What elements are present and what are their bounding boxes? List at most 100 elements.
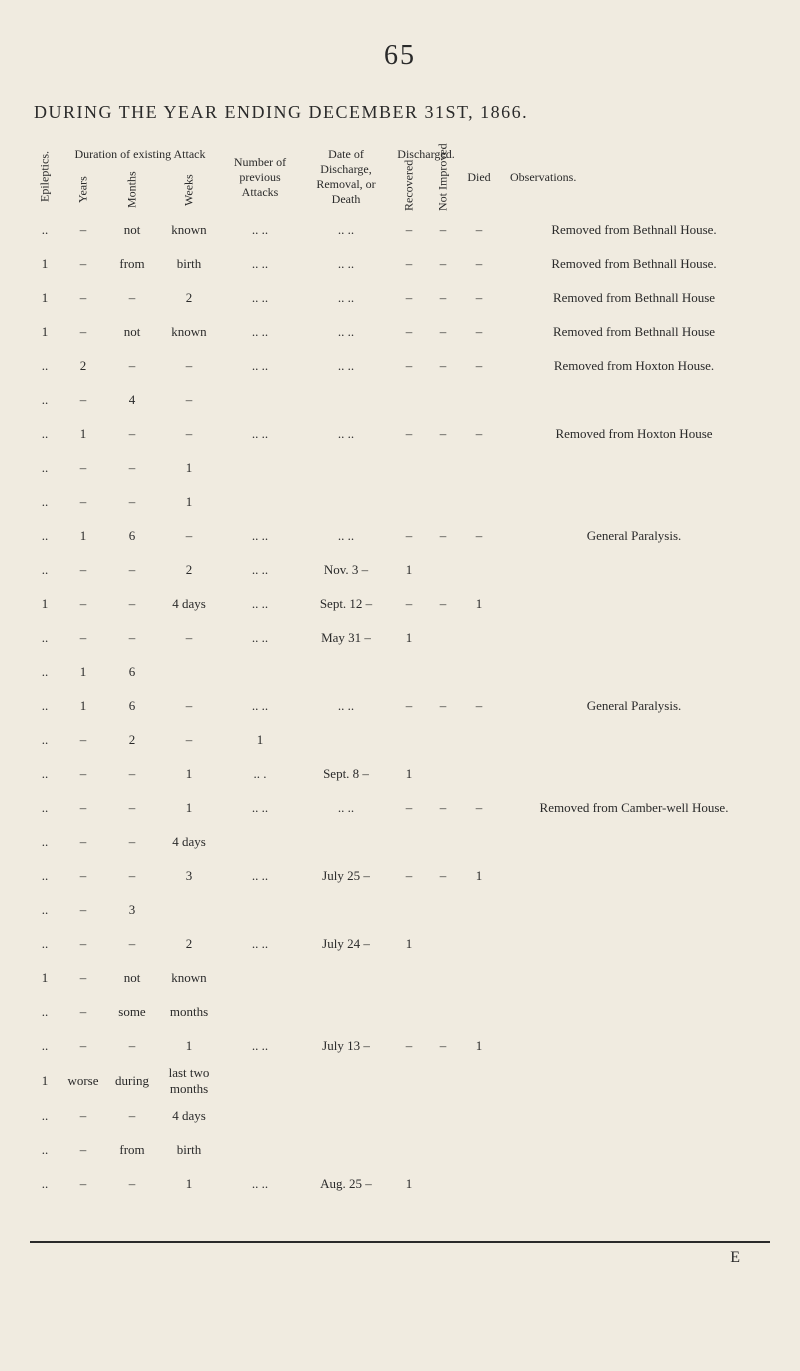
cell-observations <box>498 723 770 757</box>
cell-died: – <box>460 689 498 723</box>
cell-not-improved <box>426 485 460 519</box>
cell-years: – <box>60 621 106 655</box>
table-row: ..1––.. .... ..–––Removed from Hoxton Ho… <box>30 417 770 451</box>
cell-months: 6 <box>106 689 158 723</box>
cell-months: – <box>106 281 158 315</box>
table-row: ..16–.. .... ..–––General Paralysis. <box>30 689 770 723</box>
cell-not-improved: – <box>426 281 460 315</box>
cell-recovered: 1 <box>392 1167 426 1201</box>
table-row: ..––1 <box>30 485 770 519</box>
cell-months: – <box>106 349 158 383</box>
col-date-of: Date of Discharge, Removal, or Death <box>300 141 392 213</box>
cell-not-improved <box>426 383 460 417</box>
table-row: ..––1.. ..July 13 –––1 <box>30 1029 770 1063</box>
col-weeks: Weeks <box>158 167 220 213</box>
cell-epileptics: .. <box>30 1099 60 1133</box>
cell-died <box>460 893 498 927</box>
cell-recovered: – <box>392 281 426 315</box>
cell-weeks: known <box>158 961 220 995</box>
cell-date: .. .. <box>300 349 392 383</box>
cell-weeks: birth <box>158 247 220 281</box>
cell-number-of: .. .. <box>220 689 300 723</box>
cell-not-improved <box>426 451 460 485</box>
table-row: ..–––.. ..May 31 –1 <box>30 621 770 655</box>
page: 65 DURING THE YEAR ENDING DECEMBER 31ST,… <box>0 0 800 1327</box>
cell-died <box>460 1167 498 1201</box>
cell-weeks: 1 <box>158 1029 220 1063</box>
cell-years: – <box>60 757 106 791</box>
cell-weeks: – <box>158 689 220 723</box>
cell-died <box>460 995 498 1029</box>
cell-epileptics: .. <box>30 1133 60 1167</box>
cell-number-of: .. .. <box>220 417 300 451</box>
cell-years: – <box>60 1029 106 1063</box>
table-row: ..–2–1 <box>30 723 770 757</box>
cell-number-of: .. .. <box>220 519 300 553</box>
cell-years: – <box>60 315 106 349</box>
col-not-improved: Not Improved <box>426 167 460 213</box>
cell-observations: Removed from Hoxton House. <box>498 349 770 383</box>
cell-weeks <box>158 655 220 689</box>
cell-not-improved: – <box>426 587 460 621</box>
table-row: ..––3.. ..July 25 –––1 <box>30 859 770 893</box>
cell-observations <box>498 1133 770 1167</box>
cell-date: July 25 – <box>300 859 392 893</box>
cell-observations <box>498 825 770 859</box>
cell-years: – <box>60 859 106 893</box>
cell-epileptics: .. <box>30 1167 60 1201</box>
cell-date <box>300 995 392 1029</box>
cell-recovered <box>392 383 426 417</box>
table-row: ..––4 days <box>30 825 770 859</box>
cell-died <box>460 757 498 791</box>
cell-not-improved <box>426 825 460 859</box>
cell-observations: Removed from Bethnall House <box>498 315 770 349</box>
cell-weeks: known <box>158 315 220 349</box>
cell-not-improved <box>426 893 460 927</box>
cell-months: from <box>106 247 158 281</box>
col-years: Years <box>60 167 106 213</box>
cell-years: – <box>60 723 106 757</box>
cell-months: – <box>106 621 158 655</box>
cell-date: May 31 – <box>300 621 392 655</box>
cell-months: – <box>106 859 158 893</box>
cell-number-of <box>220 383 300 417</box>
cell-not-improved: – <box>426 519 460 553</box>
table-row: ..–somemonths <box>30 995 770 1029</box>
cell-observations <box>498 1029 770 1063</box>
cell-months: from <box>106 1133 158 1167</box>
cell-recovered <box>392 723 426 757</box>
cell-date <box>300 383 392 417</box>
cell-died <box>460 1099 498 1133</box>
cell-number-of: .. .. <box>220 1029 300 1063</box>
cell-died <box>460 825 498 859</box>
cell-number-of: .. .. <box>220 1167 300 1201</box>
cell-months: – <box>106 1029 158 1063</box>
cell-died: – <box>460 519 498 553</box>
cell-not-improved: – <box>426 791 460 825</box>
cell-observations <box>498 587 770 621</box>
cell-not-improved: – <box>426 213 460 247</box>
cell-date <box>300 485 392 519</box>
table-row: ..––4 days <box>30 1099 770 1133</box>
cell-died: – <box>460 213 498 247</box>
cell-died: – <box>460 349 498 383</box>
table-row: 1–frombirth.. .... ..–––Removed from Bet… <box>30 247 770 281</box>
cell-recovered: – <box>392 519 426 553</box>
cell-date: .. .. <box>300 315 392 349</box>
cell-number-of <box>220 893 300 927</box>
cell-died <box>460 927 498 961</box>
col-months: Months <box>106 167 158 213</box>
cell-recovered: – <box>392 247 426 281</box>
data-table: Epileptics. Duration of existing Attack … <box>30 141 770 1201</box>
cell-number-of: .. .. <box>220 621 300 655</box>
cell-months: not <box>106 961 158 995</box>
cell-years: – <box>60 995 106 1029</box>
cell-number-of: .. .. <box>220 859 300 893</box>
signature-letter: E <box>30 1249 770 1267</box>
cell-weeks: last two months <box>158 1063 220 1099</box>
cell-epileptics: 1 <box>30 281 60 315</box>
cell-epileptics: .. <box>30 383 60 417</box>
cell-number-of: .. .. <box>220 213 300 247</box>
cell-not-improved: – <box>426 689 460 723</box>
cell-weeks: – <box>158 417 220 451</box>
